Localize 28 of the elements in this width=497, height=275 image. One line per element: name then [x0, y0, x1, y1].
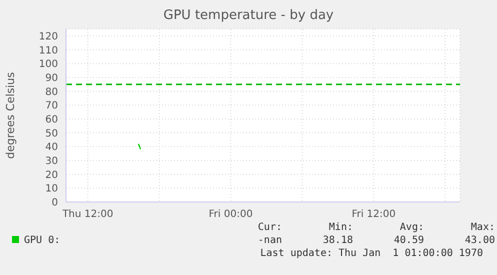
y-tick-label: 20 — [45, 170, 58, 181]
x-tick-label: Thu 12:00 — [61, 209, 114, 220]
chart-title: GPU temperature - by day — [162, 8, 335, 23]
text: Max: — [470, 222, 495, 233]
y-tick-label: 70 — [45, 100, 58, 112]
text: Min: — [328, 222, 353, 233]
text: -nan — [256, 235, 282, 246]
text: 38.18 — [322, 235, 353, 246]
y-tick-label: 110 — [38, 45, 58, 56]
y-tick-label: 40 — [45, 142, 58, 154]
y-tick-label: 50 — [45, 128, 58, 140]
text: Avg: — [398, 222, 424, 233]
y-tick-label: 80 — [45, 86, 58, 98]
text: 40.59 — [392, 235, 424, 246]
y-tick-label: 60 — [45, 114, 58, 126]
y-tick-label: 90 — [45, 72, 58, 84]
y-tick-label: 10 — [45, 184, 58, 195]
y-tick-label: 120 — [38, 31, 58, 42]
y-tick-label: 0 — [52, 198, 58, 209]
y-tick-label: 100 — [38, 59, 58, 70]
y-axis-title: degrees Celsius — [4, 72, 17, 159]
text: Last update: Thu Jan 1 01:00:00 1970 — [260, 248, 483, 259]
legend-label: GPU 0: — [23, 235, 60, 246]
text: Cur: — [256, 222, 282, 233]
x-tick-label: Fri 12:00 — [352, 209, 396, 220]
x-tick-label: Fri 00:00 — [208, 209, 253, 220]
text: 43.00 — [464, 235, 495, 246]
y-tick-label: 30 — [45, 156, 58, 168]
